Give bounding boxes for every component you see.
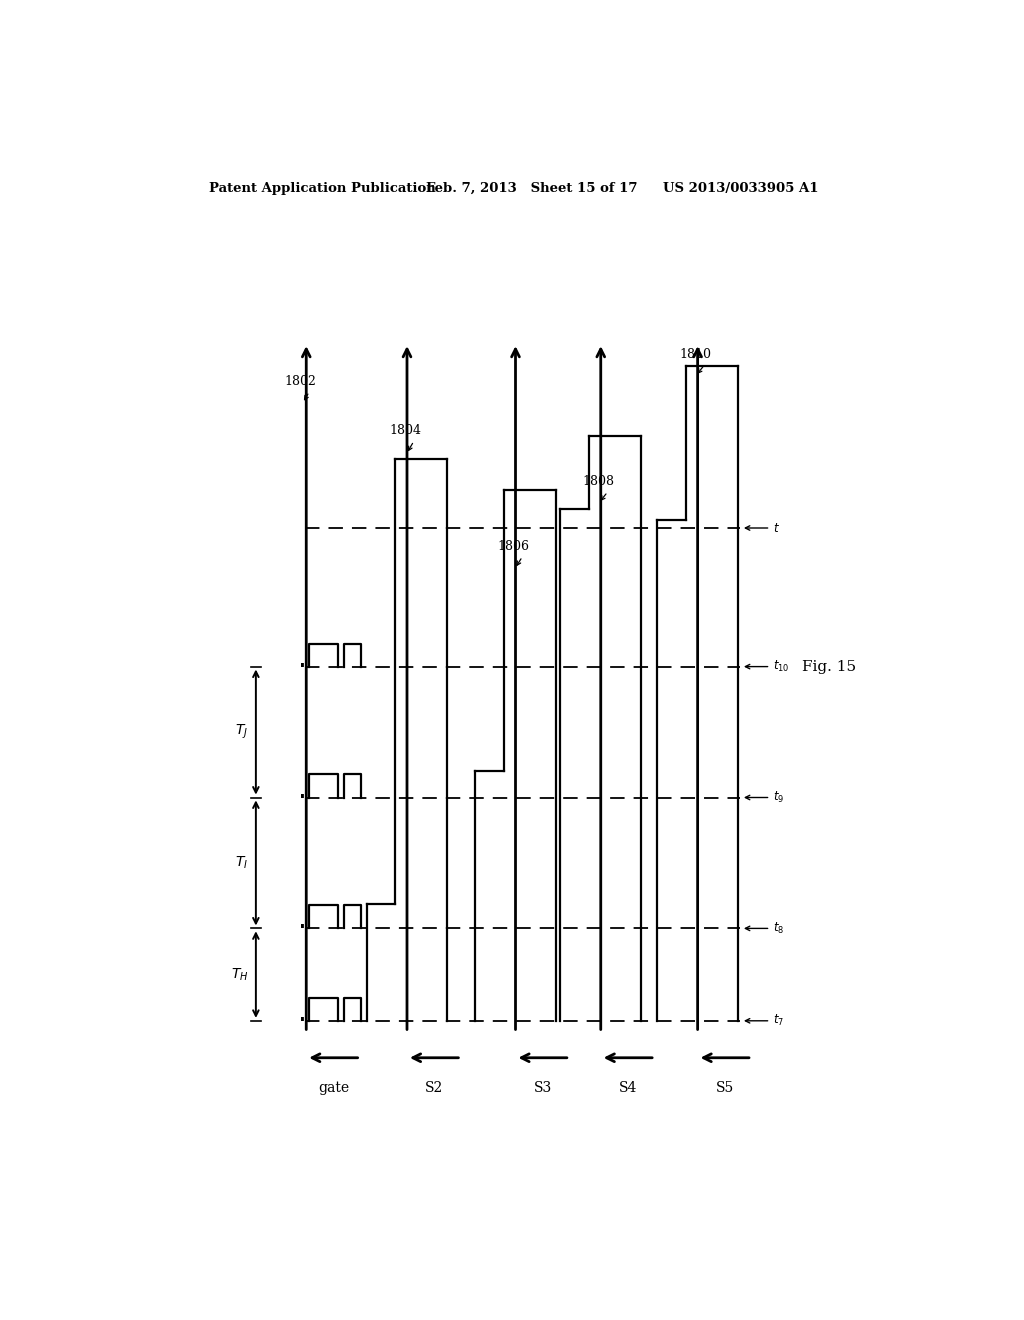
Text: ·: ·: [298, 915, 307, 942]
Text: Patent Application Publication: Patent Application Publication: [209, 182, 436, 194]
Text: Feb. 7, 2013   Sheet 15 of 17: Feb. 7, 2013 Sheet 15 of 17: [426, 182, 638, 194]
Text: Fig. 15: Fig. 15: [802, 660, 856, 673]
Text: ·: ·: [298, 1007, 307, 1035]
Text: $t_9$: $t_9$: [773, 789, 784, 805]
Text: US 2013/0033905 A1: US 2013/0033905 A1: [663, 182, 818, 194]
Text: $t_8$: $t_8$: [773, 921, 784, 936]
Text: $t$: $t$: [773, 521, 779, 535]
Text: S3: S3: [534, 1081, 552, 1094]
Text: S5: S5: [716, 1081, 734, 1094]
Text: 1810: 1810: [680, 348, 712, 360]
Text: $T_I$: $T_I$: [236, 855, 248, 871]
Text: 1802: 1802: [285, 375, 316, 388]
Text: S2: S2: [425, 1081, 443, 1094]
Text: $T_J$: $T_J$: [236, 723, 248, 742]
Text: $t_{10}$: $t_{10}$: [773, 659, 790, 675]
Text: $t_7$: $t_7$: [773, 1014, 784, 1028]
Text: $T_H$: $T_H$: [230, 966, 248, 983]
Text: 1804: 1804: [389, 424, 421, 437]
Text: S4: S4: [618, 1081, 637, 1094]
Text: 1806: 1806: [498, 540, 529, 553]
Text: gate: gate: [317, 1081, 349, 1094]
Text: 1808: 1808: [583, 475, 615, 488]
Text: ·: ·: [298, 652, 307, 681]
Text: ·: ·: [298, 784, 307, 812]
